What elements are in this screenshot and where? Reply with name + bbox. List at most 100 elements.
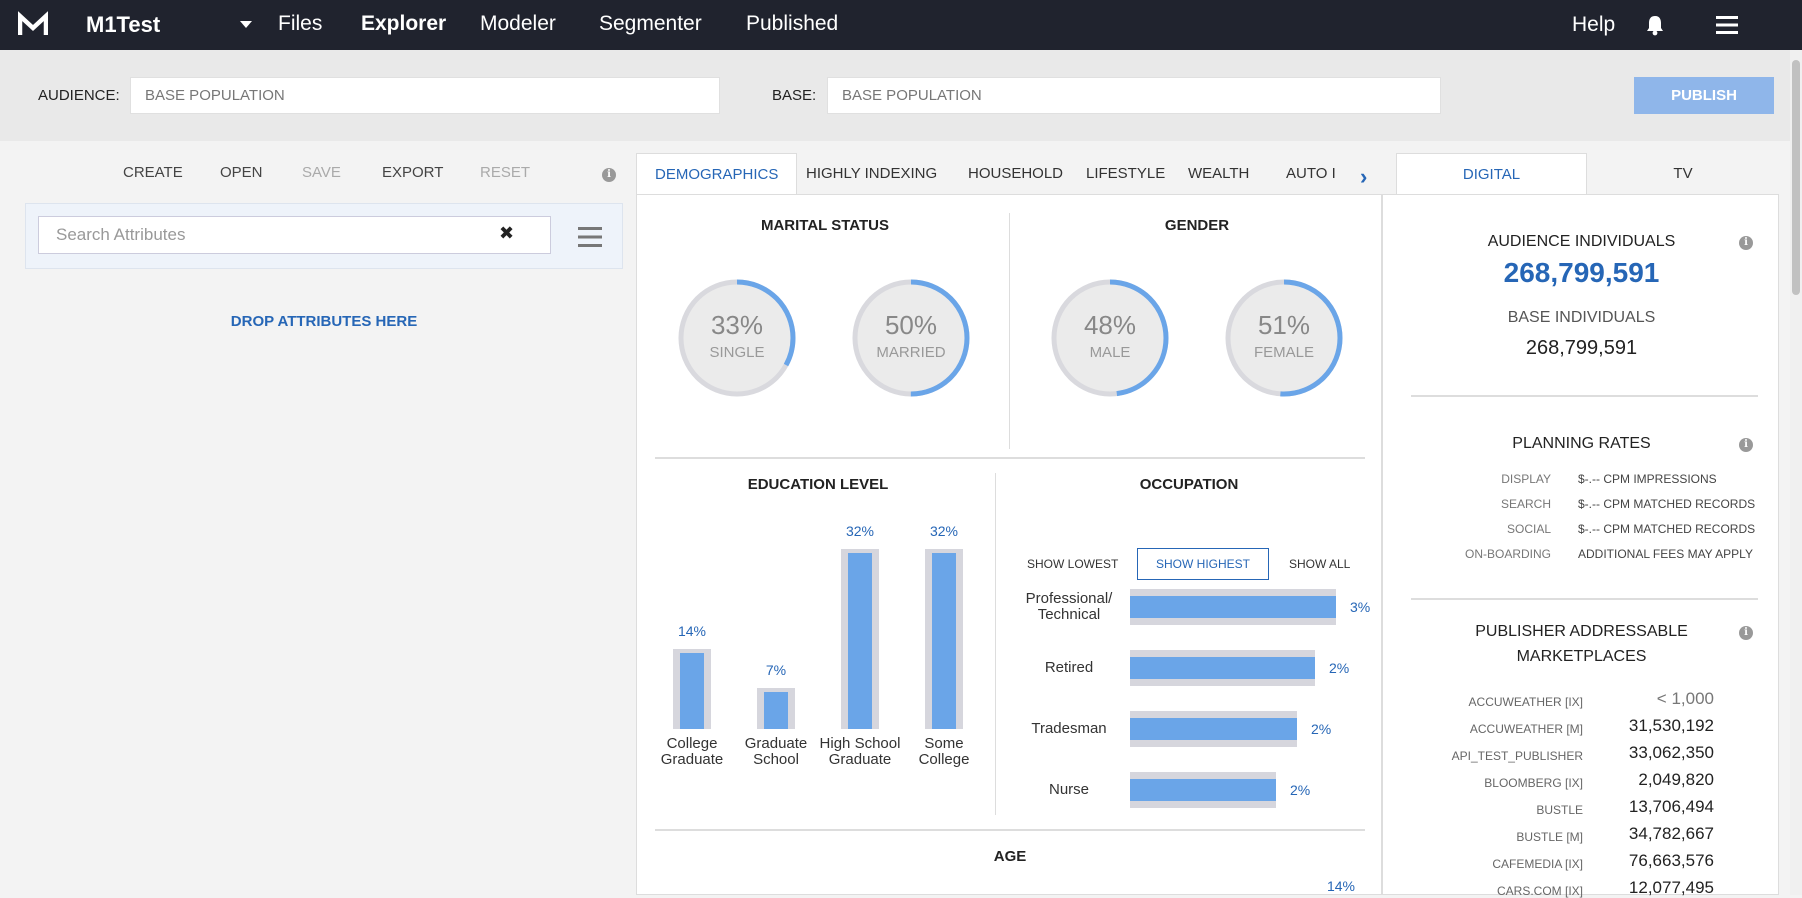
nav-segmenter[interactable]: Segmenter: [599, 12, 702, 35]
nav-explorer[interactable]: Explorer: [361, 12, 447, 35]
rate-value-onboarding: ADDITIONAL FEES MAY APPLY: [1578, 547, 1753, 561]
save-button[interactable]: SAVE: [302, 164, 341, 181]
occupation-bar-label: Nurse: [1048, 781, 1089, 798]
gauge-single-ring: [678, 279, 796, 397]
base-individuals-value: 268,799,591: [1525, 337, 1638, 359]
publisher-count: 12,077,495: [1628, 878, 1714, 897]
info-icon[interactable]: i: [602, 168, 616, 182]
rate-value-display: $-.-- CPM IMPRESSIONS: [1578, 472, 1717, 486]
bell-icon[interactable]: [1644, 14, 1666, 36]
occupation-bar-label: Retired: [1044, 659, 1094, 676]
audience-individuals-value: 268,799,591: [1503, 257, 1660, 288]
audience-field[interactable]: BASE POPULATION: [130, 77, 720, 114]
clear-search-icon[interactable]: ✖: [499, 223, 515, 243]
occupation-bar[interactable]: [1130, 718, 1297, 740]
page-scrollbar[interactable]: [1790, 50, 1802, 895]
nav-files[interactable]: Files: [278, 12, 323, 35]
audience-individuals-label: AUDIENCE INDIVIDUALS: [1487, 233, 1676, 250]
scrollbar-thumb[interactable]: [1792, 60, 1800, 295]
tab-household[interactable]: HOUSEHOLD: [968, 165, 1064, 182]
logo-icon[interactable]: [18, 11, 48, 39]
publisher-name: BUSTLE [M]: [1516, 830, 1583, 844]
app-switcher-chevron-down-icon[interactable]: [240, 21, 252, 28]
education-bar-label: Some College: [918, 735, 970, 768]
digital-content: AUDIENCE INDIVIDUALS i 268,799,591 BASE …: [1382, 194, 1779, 898]
publish-button[interactable]: PUBLISH: [1634, 77, 1774, 114]
publisher-count: 76,663,576: [1628, 851, 1714, 870]
tab-tv[interactable]: TV: [1673, 165, 1693, 182]
drop-attributes-zone[interactable]: DROP ATTRIBUTES HERE: [230, 313, 418, 330]
education-level-title: EDUCATION LEVEL: [747, 476, 889, 493]
info-icon[interactable]: i: [1739, 236, 1753, 250]
publisher-title-line2: MARKETPLACES: [1516, 648, 1647, 665]
occupation-bar[interactable]: [1130, 657, 1315, 679]
demographics-content: MARITAL STATUS GENDER 33% SINGLE 50% MAR…: [636, 194, 1382, 895]
education-bar[interactable]: [680, 653, 704, 729]
tab-demographics[interactable]: DEMOGRAPHICS: [636, 153, 798, 195]
nav-modeler[interactable]: Modeler: [480, 12, 556, 35]
show-highest-button[interactable]: SHOW HIGHEST: [1137, 548, 1270, 580]
main-menu-icon[interactable]: [1716, 15, 1738, 35]
category-tabs: DEMOGRAPHICS HIGHLY INDEXING HOUSEHOLD L…: [636, 153, 1382, 195]
occupation-bar-label: Professional/ Technical: [1025, 590, 1113, 623]
gauge-male-label: MALE: [1089, 344, 1131, 361]
publisher-name: ACCUWEATHER [IX]: [1468, 695, 1583, 709]
show-lowest-button[interactable]: SHOW LOWEST: [1027, 557, 1119, 571]
publisher-count: 2,049,820: [1638, 770, 1714, 789]
show-all-button[interactable]: SHOW ALL: [1289, 557, 1351, 571]
tab-highly-indexing[interactable]: HIGHLY INDEXING: [806, 165, 938, 182]
publisher-name: CARS.COM [IX]: [1496, 884, 1583, 898]
export-button[interactable]: EXPORT: [382, 164, 444, 181]
gender-title: GENDER: [1164, 217, 1230, 234]
demographics-panel: DEMOGRAPHICS HIGHLY INDEXING HOUSEHOLD L…: [636, 153, 1382, 895]
occupation-bar[interactable]: [1130, 596, 1336, 618]
tabs-next-chevron-right-icon[interactable]: ›: [1360, 164, 1368, 189]
gauge-married-arc: [852, 279, 970, 397]
occupation-bar[interactable]: [1130, 779, 1276, 801]
education-bar-percent: 32%: [929, 523, 959, 539]
tab-digital[interactable]: DIGITAL: [1396, 153, 1587, 195]
publisher-title-line1: PUBLISHER ADDRESSABLE: [1475, 623, 1688, 640]
publisher-name: BUSTLE: [1536, 803, 1583, 817]
occupation-bar-percent: 2%: [1329, 660, 1350, 676]
tab-wealth[interactable]: WEALTH: [1188, 165, 1250, 182]
education-bar[interactable]: [764, 692, 788, 729]
planning-rates-title: PLANNING RATES: [1512, 435, 1651, 452]
publisher-count: 13,706,494: [1628, 797, 1714, 816]
publisher-name: CAFEMEDIA [IX]: [1492, 857, 1583, 871]
tab-auto[interactable]: AUTO I: [1286, 165, 1336, 182]
reset-button[interactable]: RESET: [480, 164, 531, 181]
search-attributes-input[interactable]: Search Attributes: [38, 216, 551, 254]
base-field[interactable]: BASE POPULATION: [827, 77, 1441, 114]
base-individuals-label: BASE INDIVIDUALS: [1507, 309, 1656, 326]
education-bar-label: Graduate School: [744, 735, 808, 768]
age-bar-percent: 14%: [1326, 878, 1356, 894]
info-icon[interactable]: i: [1739, 626, 1753, 640]
age-title: AGE: [993, 848, 1027, 865]
nav-published[interactable]: Published: [746, 12, 839, 35]
audience-stats-panel: DIGITAL TV AUDIENCE INDIVIDUALS i 268,79…: [1382, 153, 1790, 898]
open-button[interactable]: OPEN: [220, 164, 263, 181]
section-divider: [655, 829, 1365, 831]
occupation-bar-percent: 3%: [1350, 599, 1371, 615]
rate-key-social: SOCIAL: [1506, 522, 1551, 536]
education-bar[interactable]: [848, 553, 872, 729]
education-bar[interactable]: [932, 553, 956, 729]
info-icon[interactable]: i: [1739, 438, 1753, 452]
help-link[interactable]: Help: [1572, 13, 1616, 36]
publisher-name: ACCUWEATHER [M]: [1469, 722, 1583, 736]
rate-key-onboarding: ON-BOARDING: [1464, 547, 1551, 561]
create-button[interactable]: CREATE: [123, 164, 183, 181]
gauge-female-label: FEMALE: [1253, 344, 1314, 361]
education-bar-percent: 7%: [765, 662, 787, 678]
publisher-count: 31,530,192: [1628, 716, 1714, 735]
education-bar-percent: 14%: [677, 623, 707, 639]
gauge-married-percent: 50%: [884, 310, 938, 340]
gauge-single-arc: [678, 279, 796, 397]
publisher-count: 33,062,350: [1628, 743, 1714, 762]
list-menu-icon[interactable]: [578, 226, 602, 248]
search-container: Search Attributes ✖: [25, 203, 623, 269]
gauge-married-label: MARRIED: [876, 344, 946, 361]
tab-lifestyle[interactable]: LIFESTYLE: [1086, 165, 1166, 182]
occupation-bar-percent: 2%: [1290, 782, 1311, 798]
